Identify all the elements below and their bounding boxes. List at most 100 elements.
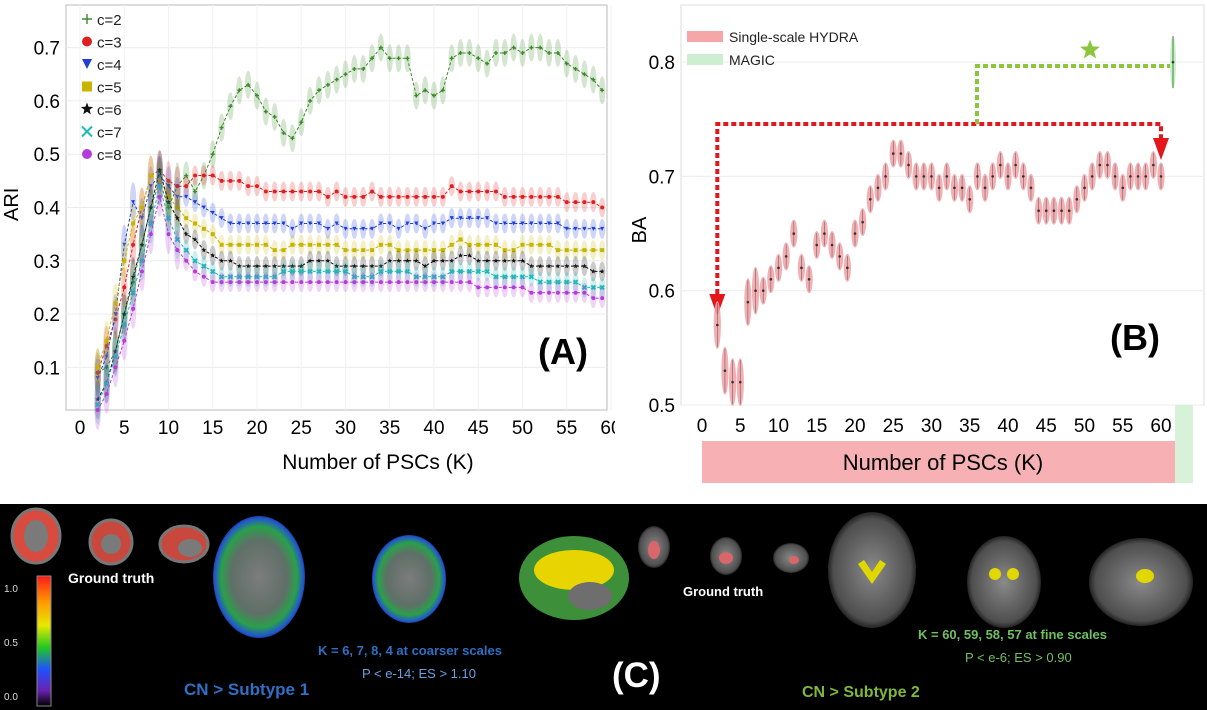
point-c=8	[405, 280, 410, 285]
point-c=2	[219, 125, 224, 130]
x-tick-label: 30	[921, 416, 942, 437]
point-c=8	[299, 280, 304, 285]
point-c=3	[432, 194, 436, 199]
point-c=5	[440, 248, 445, 253]
point-c=6	[405, 258, 410, 263]
point-c=2	[104, 365, 109, 370]
point-c=6	[360, 263, 366, 269]
point-c=3	[237, 178, 242, 183]
violin-median	[1106, 163, 1109, 167]
point-c=2	[263, 109, 268, 114]
point-c=6	[378, 263, 384, 269]
point-c=3	[201, 173, 206, 178]
point-c=2	[361, 66, 366, 71]
point-c=2	[237, 88, 242, 93]
point-c=5	[476, 242, 481, 247]
point-c=6	[422, 263, 428, 269]
point-c=8	[582, 290, 587, 295]
series-MAGIC	[1170, 36, 1176, 89]
point-c=7	[210, 268, 216, 275]
point-c=6	[413, 258, 419, 263]
point-c=8	[334, 280, 339, 285]
point-c=6	[95, 396, 101, 402]
point-c=5	[104, 338, 109, 343]
point-c=8	[591, 296, 596, 301]
point-c=6	[210, 252, 216, 258]
point-c=2	[476, 56, 481, 61]
point-c=3	[193, 173, 198, 178]
y-tick-label: 0.1	[34, 358, 60, 379]
point-c=7	[457, 268, 464, 275]
point-c=8	[95, 408, 100, 412]
x-tick-label: 25	[291, 418, 312, 439]
violin-median	[1171, 60, 1175, 64]
point-c=4	[139, 216, 144, 221]
point-c=2	[547, 50, 552, 55]
x-tick-label: 40	[423, 418, 444, 439]
point-c=2	[387, 56, 392, 61]
point-c=7	[564, 279, 570, 285]
point-c=6	[201, 247, 207, 253]
violin-median	[1136, 175, 1140, 178]
point-c=4	[476, 216, 481, 221]
point-c=4	[405, 221, 410, 226]
y-axis-label-b: BA	[629, 216, 651, 243]
point-c=4	[502, 221, 507, 226]
point-c=7	[183, 247, 189, 253]
violin-median	[1144, 175, 1147, 178]
point-c=3	[547, 194, 552, 199]
point-c=8	[316, 280, 321, 285]
point-c=7	[130, 290, 136, 296]
point-c=5	[573, 248, 578, 253]
point-c=5	[538, 242, 543, 247]
subtype1-sagittal-hotspot	[534, 550, 614, 590]
point-c=2	[440, 88, 445, 93]
point-c=4	[201, 205, 206, 210]
violin-median	[1052, 209, 1056, 213]
legend-marker-c=3	[82, 36, 92, 47]
point-c=5	[131, 221, 136, 226]
point-c=3	[564, 200, 569, 205]
point-c=3	[131, 242, 136, 247]
point-c=2	[352, 66, 357, 71]
point-c=5	[493, 242, 498, 247]
point-c=7	[413, 274, 420, 280]
point-c=5	[343, 248, 348, 253]
point-c=3	[370, 189, 375, 194]
point-c=4	[246, 221, 251, 226]
point-c=7	[360, 274, 366, 280]
point-c=7	[148, 220, 154, 227]
point-c=6	[298, 263, 304, 269]
violin-median	[968, 197, 972, 201]
point-c=6	[502, 258, 508, 263]
point-c=6	[511, 258, 517, 263]
point-c=2	[325, 82, 330, 87]
point-c=8	[529, 290, 534, 295]
point-c=7	[298, 268, 304, 275]
point-c=2	[255, 93, 259, 98]
violin-median	[784, 255, 788, 258]
point-c=5	[219, 242, 224, 247]
point-c=7	[422, 274, 428, 280]
panel-b-ba-chart: 0.5 0.6 0.7 0.8 0 5 10 15 20 25 30 35 40 45 50 55 60 Sin…	[615, 0, 1207, 490]
point-c=8	[600, 296, 605, 301]
point-c=8	[184, 258, 189, 263]
violin-median	[1060, 209, 1063, 213]
point-c=6	[289, 263, 295, 269]
point-c=7	[378, 268, 384, 275]
violin-median	[815, 243, 819, 247]
point-c=3	[361, 194, 366, 199]
point-c=4	[228, 221, 233, 226]
x-tick-label: 60	[600, 418, 615, 439]
legend-label: c=4	[97, 57, 122, 74]
point-c=5	[600, 248, 605, 253]
point-c=7	[192, 258, 198, 264]
point-c=7	[254, 274, 260, 280]
y-tick-label: 0.5	[34, 145, 60, 166]
point-c=4	[263, 221, 268, 226]
point-c=7	[466, 268, 473, 275]
y-tick-label: 0.6	[34, 92, 60, 113]
violin-median	[1098, 163, 1102, 167]
point-c=6	[528, 263, 534, 269]
violin-median	[937, 186, 941, 190]
